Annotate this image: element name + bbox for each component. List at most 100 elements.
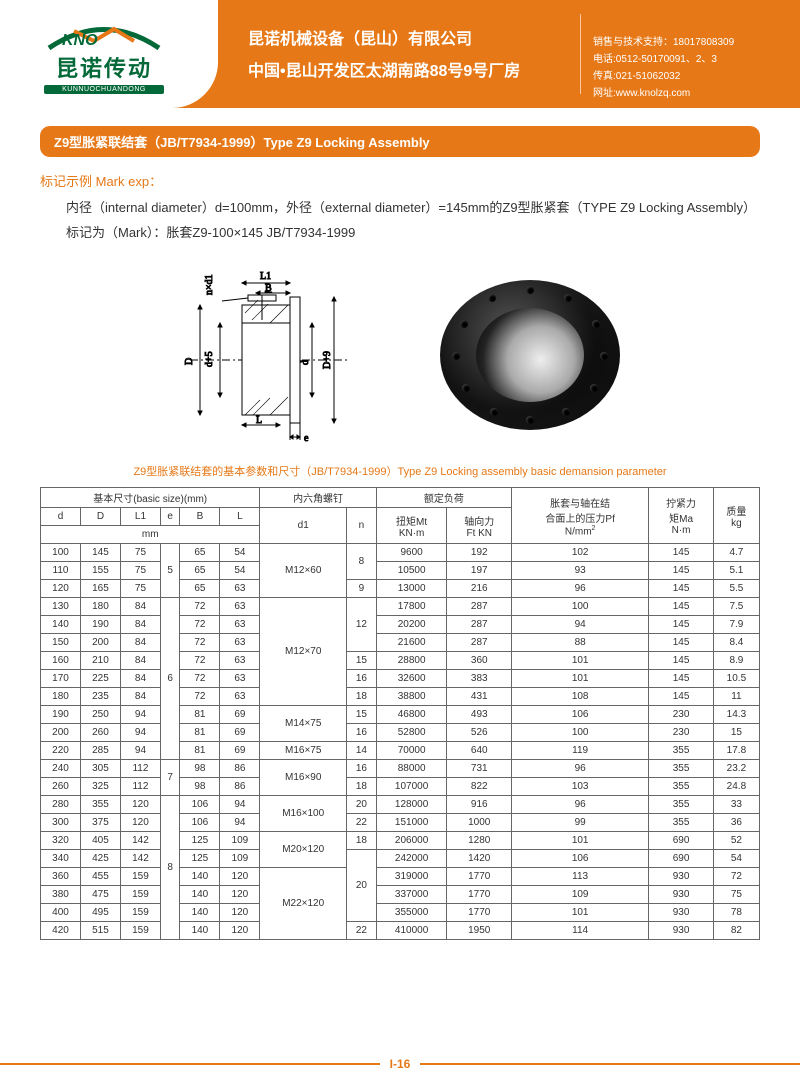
table-cell: 86 [220, 778, 260, 796]
table-cell: 100 [512, 598, 649, 616]
table-cell: 325 [80, 778, 120, 796]
table-cell: 155 [80, 562, 120, 580]
company-address: 中国•昆山开发区太湖南路88号9号厂房 [248, 56, 580, 88]
mark-example-title: 标记示例 Mark exp： [40, 171, 760, 190]
svg-text:d+5: d+5 [204, 352, 215, 368]
table-cell: 20 [347, 796, 377, 814]
table-cell: 17.8 [713, 742, 759, 760]
table-cell: 84 [120, 598, 160, 616]
table-row: 11015575655410500197931455.1 [41, 562, 760, 580]
th-D: D [80, 508, 120, 526]
table-cell: 140 [180, 904, 220, 922]
table-cell: 120 [220, 922, 260, 940]
contact-phone: 电话:0512-50170091、2、3 [593, 51, 790, 68]
table-cell: 142 [120, 850, 160, 868]
footer-line-left [0, 1063, 380, 1065]
table-cell: 112 [120, 778, 160, 796]
table-cell: 12 [347, 598, 377, 652]
table-cell: 142 [120, 832, 160, 850]
table-cell: 287 [447, 598, 512, 616]
table-cell: 109 [220, 850, 260, 868]
table-cell: 410000 [376, 922, 447, 940]
table-cell: 81 [180, 706, 220, 724]
table-cell: 11 [713, 688, 759, 706]
table-cell: 72 [180, 634, 220, 652]
th-B: B [180, 508, 220, 526]
table-cell: 94 [120, 724, 160, 742]
table-cell: 160 [41, 652, 81, 670]
table-cell: 119 [512, 742, 649, 760]
table-cell: 5.1 [713, 562, 759, 580]
table-cell: 930 [649, 886, 714, 904]
table-cell: 6 [160, 598, 179, 760]
table-cell: 100 [512, 724, 649, 742]
table-cell: 84 [120, 652, 160, 670]
table-cell: 526 [447, 724, 512, 742]
logo-container: KNO 昆诺传动 KUNNUOCHUANDONG [0, 0, 218, 108]
table-cell: 128000 [376, 796, 447, 814]
svg-text:n×d1: n×d1 [204, 275, 215, 296]
table-cell: 46800 [376, 706, 447, 724]
table-cell: 20200 [376, 616, 447, 634]
table-cell: 145 [649, 688, 714, 706]
table-cell: 100 [41, 544, 81, 562]
table-cell: 21600 [376, 634, 447, 652]
table-cell: 9 [347, 580, 377, 598]
product-photo [430, 274, 630, 436]
table-cell: 18 [347, 832, 377, 850]
contact-sales: 销售与技术支持：18017808309 [593, 34, 790, 51]
table-cell: 180 [80, 598, 120, 616]
mark-line-2: 标记为（Mark）：胀套Z9-100×145 JB/T7934-1999 [40, 221, 760, 246]
table-cell: 355 [649, 814, 714, 832]
table-cell: 145 [649, 562, 714, 580]
table-cell: 260 [80, 724, 120, 742]
table-cell: 75 [120, 580, 160, 598]
table-cell: 13000 [376, 580, 447, 598]
table-cell: 200 [80, 634, 120, 652]
table-cell: 206000 [376, 832, 447, 850]
table-cell: 7.9 [713, 616, 759, 634]
table-cell: 63 [220, 580, 260, 598]
table-cell: 72 [180, 688, 220, 706]
table-cell: 640 [447, 742, 512, 760]
table-cell: 18 [347, 688, 377, 706]
section-title-bar: Z9型胀紧联结套（JB/T7934-1999）Type Z9 Locking A… [40, 126, 760, 157]
table-cell: 180 [41, 688, 81, 706]
th-ma: 拧紧力矩MaN·m [649, 488, 714, 544]
table-cell: 145 [649, 580, 714, 598]
table-cell: 159 [120, 922, 160, 940]
table-cell: 84 [120, 634, 160, 652]
table-row: 400495159140120355000177010193078 [41, 904, 760, 922]
table-cell: 63 [220, 670, 260, 688]
table-cell: 197 [447, 562, 512, 580]
table-cell: 360 [447, 652, 512, 670]
table-cell: 916 [447, 796, 512, 814]
table-cell: 1000 [447, 814, 512, 832]
table-cell: 94 [220, 814, 260, 832]
table-cell: 145 [649, 652, 714, 670]
th-d1: d1 [260, 508, 347, 544]
table-cell: 63 [220, 634, 260, 652]
th-d: d [41, 508, 81, 526]
table-cell: 420 [41, 922, 81, 940]
table-cell: 52800 [376, 724, 447, 742]
table-cell: 20 [347, 850, 377, 922]
table-cell: 405 [80, 832, 120, 850]
table-cell: M20×120 [260, 832, 347, 868]
parameters-table: 基本尺寸(basic size)(mm) 内六角螺钉 额定负荷 胀套与轴在结合面… [40, 487, 760, 940]
table-cell: M16×75 [260, 742, 347, 760]
table-row: 26032511298861810700082210335524.8 [41, 778, 760, 796]
table-cell: 151000 [376, 814, 447, 832]
table-cell: 84 [120, 616, 160, 634]
table-cell: 145 [649, 544, 714, 562]
table-cell: 145 [649, 598, 714, 616]
table-row: 42051515914012022410000195011493082 [41, 922, 760, 940]
table-cell: 250 [80, 706, 120, 724]
table-cell: 69 [220, 706, 260, 724]
table-cell: 54 [220, 544, 260, 562]
table-cell: 125 [180, 850, 220, 868]
table-cell: 96 [512, 580, 649, 598]
table-cell: 287 [447, 634, 512, 652]
table-cell: 103 [512, 778, 649, 796]
table-row: 1001457556554M12×60896001921021454.7 [41, 544, 760, 562]
